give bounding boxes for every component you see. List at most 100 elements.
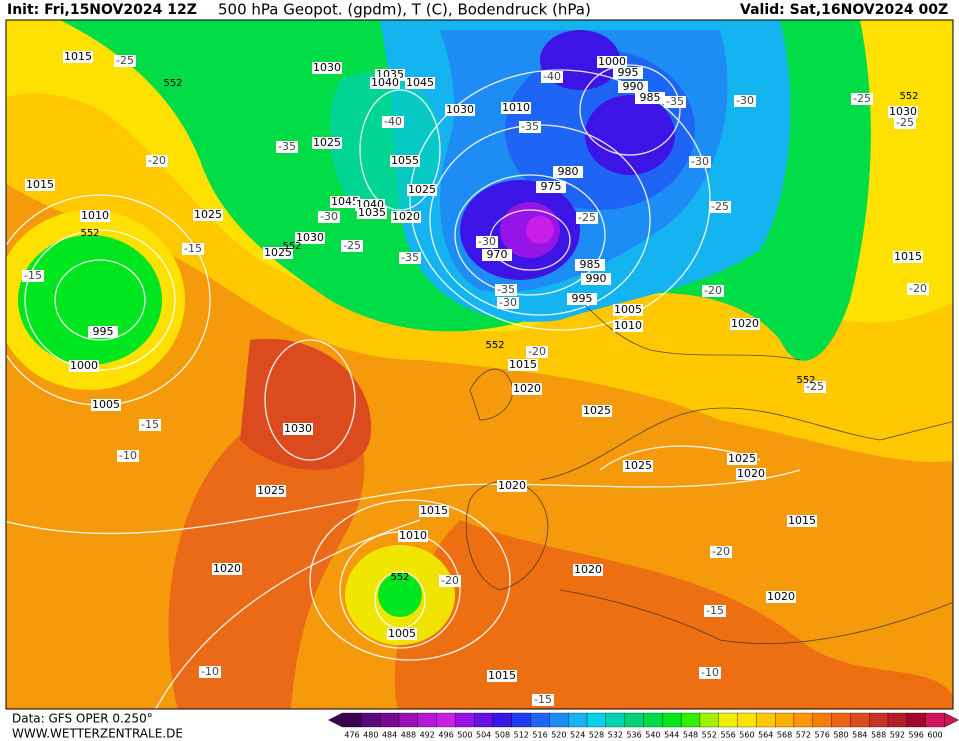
pressure-label: 1020 [213, 562, 241, 575]
colorbar-tick-label: 600 [927, 731, 942, 740]
pressure-label-bg [312, 62, 342, 74]
pressure-label: 995 [618, 66, 639, 79]
pressure-label-bg [357, 207, 387, 219]
pressure-label: 1020 [574, 563, 602, 576]
colorbar-box [455, 712, 475, 728]
colorbar-tick-label: 504 [476, 731, 491, 740]
temperature-label-bg [894, 117, 916, 129]
temperature-label: -40 [384, 115, 402, 128]
colorbar-tick-label: 560 [739, 731, 754, 740]
pressure-label: 1020 [513, 382, 541, 395]
temperature-label: -40 [543, 70, 561, 83]
temperature-label: -30 [736, 94, 754, 107]
temperature-label: -30 [320, 210, 338, 223]
pressure-label: 1020 [767, 590, 795, 603]
temperature-label-bg [851, 93, 873, 105]
pressure-label-bg [482, 249, 512, 261]
website: WWW.WETTERZENTRALE.DE [12, 727, 183, 741]
pressure-label: 1015 [894, 250, 922, 263]
geopotential-label: 552 [282, 241, 301, 252]
colorbar-tick-label: 492 [420, 731, 435, 740]
pressure-label: 1025 [408, 183, 436, 196]
temperature-label: -20 [441, 574, 459, 587]
pressure-label: 1000 [598, 55, 626, 68]
temperature-label: -25 [806, 380, 824, 393]
temperature-label-bg [497, 297, 519, 309]
colorbar-box [887, 712, 907, 728]
pressure-label: 1030 [446, 103, 474, 116]
colorbar-box [662, 712, 682, 728]
temperature-label: -25 [116, 54, 134, 67]
temperature-label-bg [182, 243, 204, 255]
pressure-label: 1015 [488, 669, 516, 682]
colorbar-box [643, 712, 663, 728]
pressure-label-bg [888, 106, 918, 118]
temperature-label: -25 [578, 211, 596, 224]
temperature-label-bg [526, 346, 548, 358]
colorbar-tick-label: 524 [570, 731, 585, 740]
pressure-label-bg [581, 273, 611, 285]
pressure-label-bg [508, 359, 538, 371]
temperature-label-bg [495, 284, 517, 296]
pressure-label-bg [623, 460, 653, 472]
pressure-label: 1025 [728, 452, 756, 465]
colorbar-tick-label: 488 [401, 731, 416, 740]
pressure-label: 990 [623, 80, 644, 93]
pressure-label-bg [575, 259, 605, 271]
pressure-label-bg [597, 56, 627, 68]
colorbar-box [530, 712, 550, 728]
pressure-label: 1000 [70, 359, 98, 372]
pressure-label: 970 [487, 248, 508, 261]
pressure-label: 1055 [391, 154, 419, 167]
pressure-label: 1030 [296, 231, 324, 244]
colorbar-tick-label: 596 [909, 731, 924, 740]
colorbar-tick-label: 528 [589, 731, 604, 740]
colorbar-box [793, 712, 813, 728]
temperature-label: -20 [909, 282, 927, 295]
pressure-label: 1010 [399, 529, 427, 542]
temperature-label: -35 [666, 95, 684, 108]
pressure-label-bg [263, 247, 293, 259]
pressure-label: 1020 [731, 317, 759, 330]
colorbar-tick-label: 520 [551, 731, 566, 740]
temperature-label-bg [439, 575, 461, 587]
temperature-label-bg [519, 121, 541, 133]
temperature-label-bg [382, 116, 404, 128]
temperature-label: -25 [853, 92, 871, 105]
temperature-label-bg [664, 96, 686, 108]
pressure-label-bg [573, 564, 603, 576]
colorbar-tick-label: 564 [758, 731, 773, 740]
colorbar-box [831, 712, 851, 728]
temperature-label: -35 [497, 283, 515, 296]
pressure-label: 1030 [313, 61, 341, 74]
temperature-label-bg [734, 95, 756, 107]
temperature-label-bg [114, 55, 136, 67]
temperature-label-bg [146, 155, 168, 167]
colorbar-tick-label: 556 [720, 731, 735, 740]
map-title: 500 hPa Geopot. (gpdm), T (C), Bodendruc… [218, 1, 591, 19]
pressure-label: 1030 [284, 422, 312, 435]
pressure-label-bg [398, 530, 428, 542]
colorbar-box [342, 712, 362, 728]
temperature-label-bg [318, 211, 340, 223]
colorbar-tick-label: 584 [852, 731, 867, 740]
pressure-label-bg [69, 360, 99, 372]
pressure-label-bg [212, 563, 242, 575]
temperature-label-bg [22, 270, 44, 282]
colorbar-tick-label: 548 [683, 731, 698, 740]
pressure-label: 1025 [194, 208, 222, 221]
temperature-label-bg [702, 285, 724, 297]
temperature-label: -20 [528, 345, 546, 358]
temperature-label-bg [689, 156, 711, 168]
temperature-label: -15 [184, 242, 202, 255]
temperature-label: -30 [478, 235, 496, 248]
pressure-label-bg [536, 181, 566, 193]
pressure-label: 1025 [257, 484, 285, 497]
pressure-label: 1015 [509, 358, 537, 371]
colorbar-tick-label: 532 [608, 731, 623, 740]
map-labels: 1015 1030 1035 1040 1045 1030 1025 1055 1025 1045… [22, 50, 929, 706]
temperature-label-bg [710, 546, 732, 558]
colorbar-tick-label: 516 [532, 731, 547, 740]
